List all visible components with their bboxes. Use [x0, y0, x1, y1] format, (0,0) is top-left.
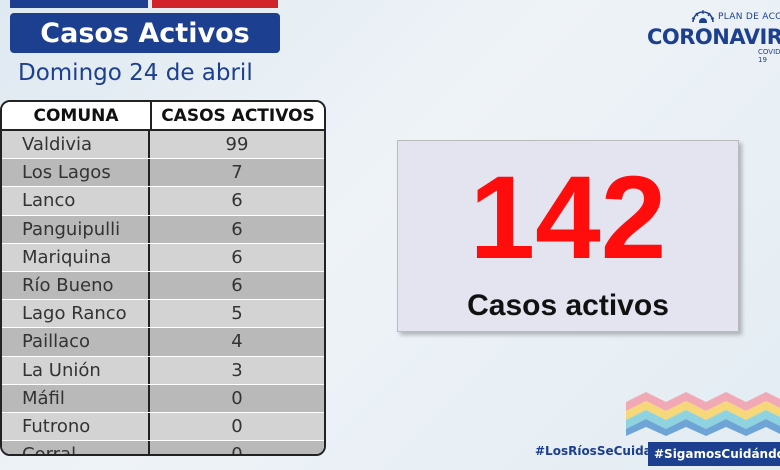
- table-row: Lago Ranco 5: [2, 300, 324, 329]
- column-header-comuna: COMUNA: [2, 102, 152, 129]
- comuna-cell: Máfil: [2, 384, 150, 412]
- comuna-cell: La Unión: [2, 356, 150, 384]
- flag-red-band: [152, 0, 278, 8]
- table-row: Paillaco 4: [2, 328, 324, 357]
- casos-cell: 6: [231, 218, 243, 240]
- flag-stripe: [10, 0, 278, 8]
- casos-cell: 5: [231, 303, 243, 325]
- hashtag-sigamos: #SigamosCuidándonos: [648, 442, 780, 466]
- flag-blue-band: [10, 0, 148, 8]
- table-row: Futrono 0: [2, 412, 324, 442]
- table-row: La Unión 3: [2, 356, 324, 385]
- comuna-cell: Valdivia: [2, 131, 150, 159]
- logo-plan-text: PLAN DE ACCIÓN: [718, 12, 780, 22]
- casos-cell: 99: [225, 134, 249, 156]
- sun-icon: [691, 10, 715, 23]
- logo-covid-text: COVID-19: [758, 48, 780, 64]
- casos-cell: 0: [231, 387, 243, 409]
- table-row: Los Lagos 7: [2, 159, 324, 188]
- casos-cell: 0: [231, 444, 243, 456]
- cases-table: COMUNA CASOS ACTIVOS Valdivia 99 Los Lago…: [0, 100, 326, 456]
- table-body: Valdivia 99 Los Lagos 7 Lanco 6 Panguipulli…: [2, 131, 324, 456]
- comuna-cell: Mariquina: [2, 243, 150, 271]
- logo-coronavirus-text: CORONAVIRUS: [647, 25, 780, 49]
- wave-decoration: [626, 392, 780, 436]
- table-row: Río Bueno 6: [2, 271, 324, 301]
- table-row: Valdivia 99: [2, 131, 324, 160]
- casos-cell: 6: [231, 190, 243, 212]
- comuna-cell: Lago Ranco: [2, 300, 150, 328]
- coronavirus-plan-logo: PLAN DE ACCIÓN CORONAVIRUS COVID-19: [645, 8, 780, 64]
- table-row: Mariquina 6: [2, 243, 324, 272]
- column-header-casos: CASOS ACTIVOS: [161, 105, 315, 126]
- page-title: Casos Activos: [10, 13, 280, 53]
- comuna-cell: Corral: [2, 441, 150, 454]
- total-cases-value: 142: [469, 152, 667, 284]
- hashtag-los-rios: #LosRíosSeCuida: [535, 444, 652, 458]
- table-row: Lanco 6: [2, 187, 324, 216]
- comuna-cell: Futrono: [2, 412, 150, 441]
- comuna-cell: Río Bueno: [2, 271, 150, 300]
- casos-cell: 0: [231, 415, 243, 437]
- casos-cell: 3: [231, 359, 243, 381]
- casos-cell: 6: [231, 275, 243, 297]
- comuna-cell: Panguipulli: [2, 215, 150, 243]
- comuna-cell: Lanco: [2, 187, 150, 215]
- casos-cell: 6: [231, 246, 243, 268]
- total-cases-label: Casos activos: [467, 289, 669, 322]
- table-header: COMUNA CASOS ACTIVOS: [2, 102, 324, 131]
- comuna-cell: Paillaco: [2, 328, 150, 356]
- date-label: Domingo 24 de abril: [18, 60, 253, 86]
- casos-cell: 4: [231, 331, 243, 353]
- table-row: Panguipulli 6: [2, 215, 324, 244]
- casos-cell: 7: [231, 162, 243, 184]
- table-row: Máfil 0: [2, 384, 324, 413]
- comuna-cell: Los Lagos: [2, 159, 150, 187]
- total-cases-box: 142 Casos activos: [397, 140, 739, 332]
- table-row: Corral 0: [2, 441, 324, 456]
